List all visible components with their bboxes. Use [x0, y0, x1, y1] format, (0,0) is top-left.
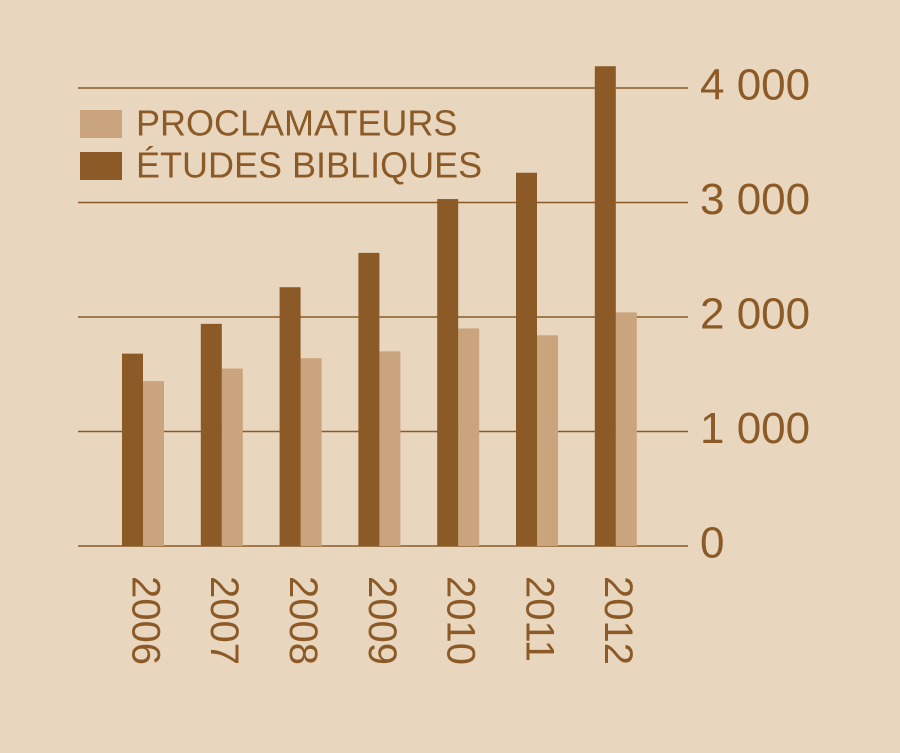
bar [516, 172, 537, 547]
bar [300, 358, 322, 546]
legend-label: ÉTUDES BIBLIQUES [136, 145, 482, 186]
y-tick-label: 3 000 [700, 175, 810, 224]
bar [279, 287, 301, 546]
bar [143, 381, 164, 546]
bar [200, 323, 222, 546]
legend-swatch [80, 152, 122, 180]
bar [379, 351, 401, 546]
x-tick-label: 2010 [439, 576, 483, 665]
legend-label: PROCLAMATEURS [136, 103, 457, 144]
bar [537, 335, 558, 546]
y-tick-label: 4 000 [700, 61, 810, 110]
bar [122, 353, 143, 546]
bar [458, 328, 480, 546]
x-tick-label: 2007 [202, 576, 246, 665]
bar [437, 199, 459, 546]
y-tick-label: 2 000 [700, 290, 810, 339]
bar [594, 66, 616, 547]
y-tick-label: 0 [700, 519, 724, 568]
x-tick-label: 2009 [360, 576, 404, 665]
x-tick-label: 2011 [517, 576, 561, 662]
x-tick-label: 2006 [123, 576, 167, 665]
legend-swatch [80, 110, 122, 138]
bar [221, 368, 243, 546]
bar [358, 252, 380, 546]
y-tick-label: 1 000 [700, 404, 810, 453]
x-tick-label: 2008 [281, 576, 325, 665]
x-tick-label: 2012 [596, 576, 640, 665]
bar [615, 312, 637, 546]
